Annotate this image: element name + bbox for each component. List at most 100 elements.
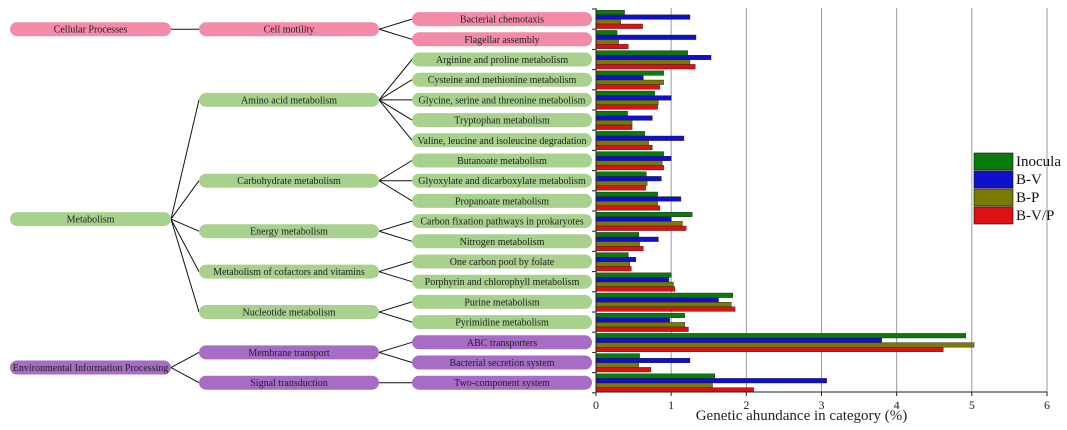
bar: [595, 124, 633, 130]
tree-link: [170, 218, 200, 232]
category-pill-shape: [412, 153, 592, 168]
category-pill-label: ABC transporters: [467, 338, 537, 349]
tree-link: [170, 99, 200, 220]
bar: [595, 200, 658, 206]
tree-link: [378, 180, 413, 202]
axes: 0 1 2 3 4 5 6: [592, 8, 1050, 412]
category-pill-shape: [412, 214, 592, 229]
tree-link: [378, 28, 413, 40]
subcategory-pill: Membrane transport: [199, 345, 379, 360]
category-pill: Nitrogen metabolism: [412, 234, 592, 249]
bar: [595, 313, 685, 319]
bar: [595, 225, 687, 231]
category-pill-shape: [412, 355, 592, 370]
category-pill: Glyoxylate and dicarboxylate metabolism: [412, 173, 592, 188]
tree-link: [378, 79, 413, 101]
subcategory-pill-label: Signal transduction: [250, 378, 328, 389]
bar: [595, 50, 688, 56]
bar: [595, 120, 633, 126]
legend: Inocula B-V B-P B-V/P: [973, 152, 1061, 225]
category-pill-label: Bacterial chemotaxis: [460, 15, 544, 26]
bar: [595, 191, 658, 197]
subcategory-pill: Energy metabolism: [199, 224, 379, 239]
category-pill-shape: [412, 254, 592, 269]
bar: [595, 306, 736, 312]
legend-swatch: [973, 206, 1014, 225]
tree-link: [170, 218, 200, 272]
subcategory-pill: Metabolism of cofactors and vitamins: [199, 264, 379, 279]
bar: [595, 14, 691, 20]
subcategory-pill-label: Metabolism of cofactors and vitamins: [213, 267, 365, 278]
category-pill-shape: [412, 375, 592, 390]
tree-link: [378, 261, 413, 273]
bar: [595, 23, 643, 29]
category-pill-shape: [412, 32, 592, 47]
category-pill: Flagellar assembly: [412, 32, 592, 47]
category-pill: ABC transporters: [412, 335, 592, 350]
subcategory-pill-shape: [199, 224, 379, 239]
subcategory-pill: Cell motility: [199, 22, 379, 37]
x-tick-label: 5: [969, 398, 975, 412]
legend-swatch: [973, 170, 1014, 189]
top-category-pill: Environmental Information Processing: [10, 360, 171, 375]
legend-label: B-P: [1016, 190, 1039, 206]
subcategory-pill-label: Carbohydrate metabolism: [237, 176, 341, 187]
bar: [595, 297, 719, 303]
category-pill-label: Nitrogen metabolism: [460, 237, 545, 248]
bar: [595, 140, 649, 146]
bar: [595, 84, 661, 90]
bar: [595, 281, 674, 287]
subcategory-pill-label: Nucleotide metabolism: [242, 308, 335, 319]
legend-label: Inocula: [1016, 154, 1061, 170]
category-pill-shape: [412, 12, 592, 27]
category-pill-shape: [412, 193, 592, 208]
bar: [595, 39, 619, 45]
tree-link: [378, 341, 413, 353]
bar: [595, 135, 685, 141]
category-pill-shape: [412, 133, 592, 148]
tree-link: [378, 99, 413, 121]
subcategory-pill: Amino acid metabolism: [199, 92, 379, 107]
top-category-pill-shape: [10, 22, 171, 37]
category-pill-label: Bacterial secretion system: [450, 358, 555, 369]
bar: [595, 75, 644, 81]
bar: [595, 232, 640, 238]
subcategory-pill-shape: [199, 345, 379, 360]
tree-nodes: Bacterial chemotaxis Flagellar assembly Ar…: [10, 12, 592, 390]
category-pill: Valine, leucine and isoleucine degradati…: [412, 133, 592, 148]
bar: [595, 165, 664, 171]
category-pill: Pyrimidine metabolism: [412, 315, 592, 330]
tree-link: [378, 301, 413, 313]
x-tick-label: 3: [819, 398, 825, 412]
category-pill-label: Valine, leucine and isoleucine degradati…: [417, 136, 586, 147]
subcategory-pill-label: Amino acid metabolism: [241, 95, 337, 106]
bar: [595, 30, 618, 36]
bar: [595, 322, 685, 328]
bar: [595, 362, 640, 368]
legend-label: B-V/P: [1016, 208, 1054, 224]
bar: [595, 176, 662, 182]
tree-link: [378, 230, 413, 242]
bar: [595, 115, 653, 121]
category-pill: Purine metabolism: [412, 294, 592, 309]
category-pill-label: Glycine, serine and threonine metabolism: [419, 95, 586, 106]
category-pill-shape: [412, 52, 592, 67]
subcategory-pill-shape: [199, 305, 379, 319]
bar: [595, 171, 647, 177]
bar: [595, 180, 648, 186]
bar: [595, 155, 672, 161]
category-pill: Cysteine and methionine metabolism: [412, 72, 592, 87]
tree-links: [170, 18, 413, 384]
bar: [595, 245, 644, 251]
x-tick-label: 0: [593, 398, 599, 412]
category-pill-label: One carbon pool by folate: [450, 257, 555, 268]
category-pill: Bacterial chemotaxis: [412, 12, 592, 27]
bar: [595, 261, 631, 267]
category-pill-shape: [412, 315, 592, 330]
category-pill: One carbon pool by folate: [412, 254, 592, 269]
bar: [595, 144, 653, 150]
top-category-pill-shape: [10, 360, 171, 375]
bar: [595, 378, 827, 384]
subcategory-pill-shape: [199, 22, 379, 37]
tree-link: [378, 351, 413, 363]
